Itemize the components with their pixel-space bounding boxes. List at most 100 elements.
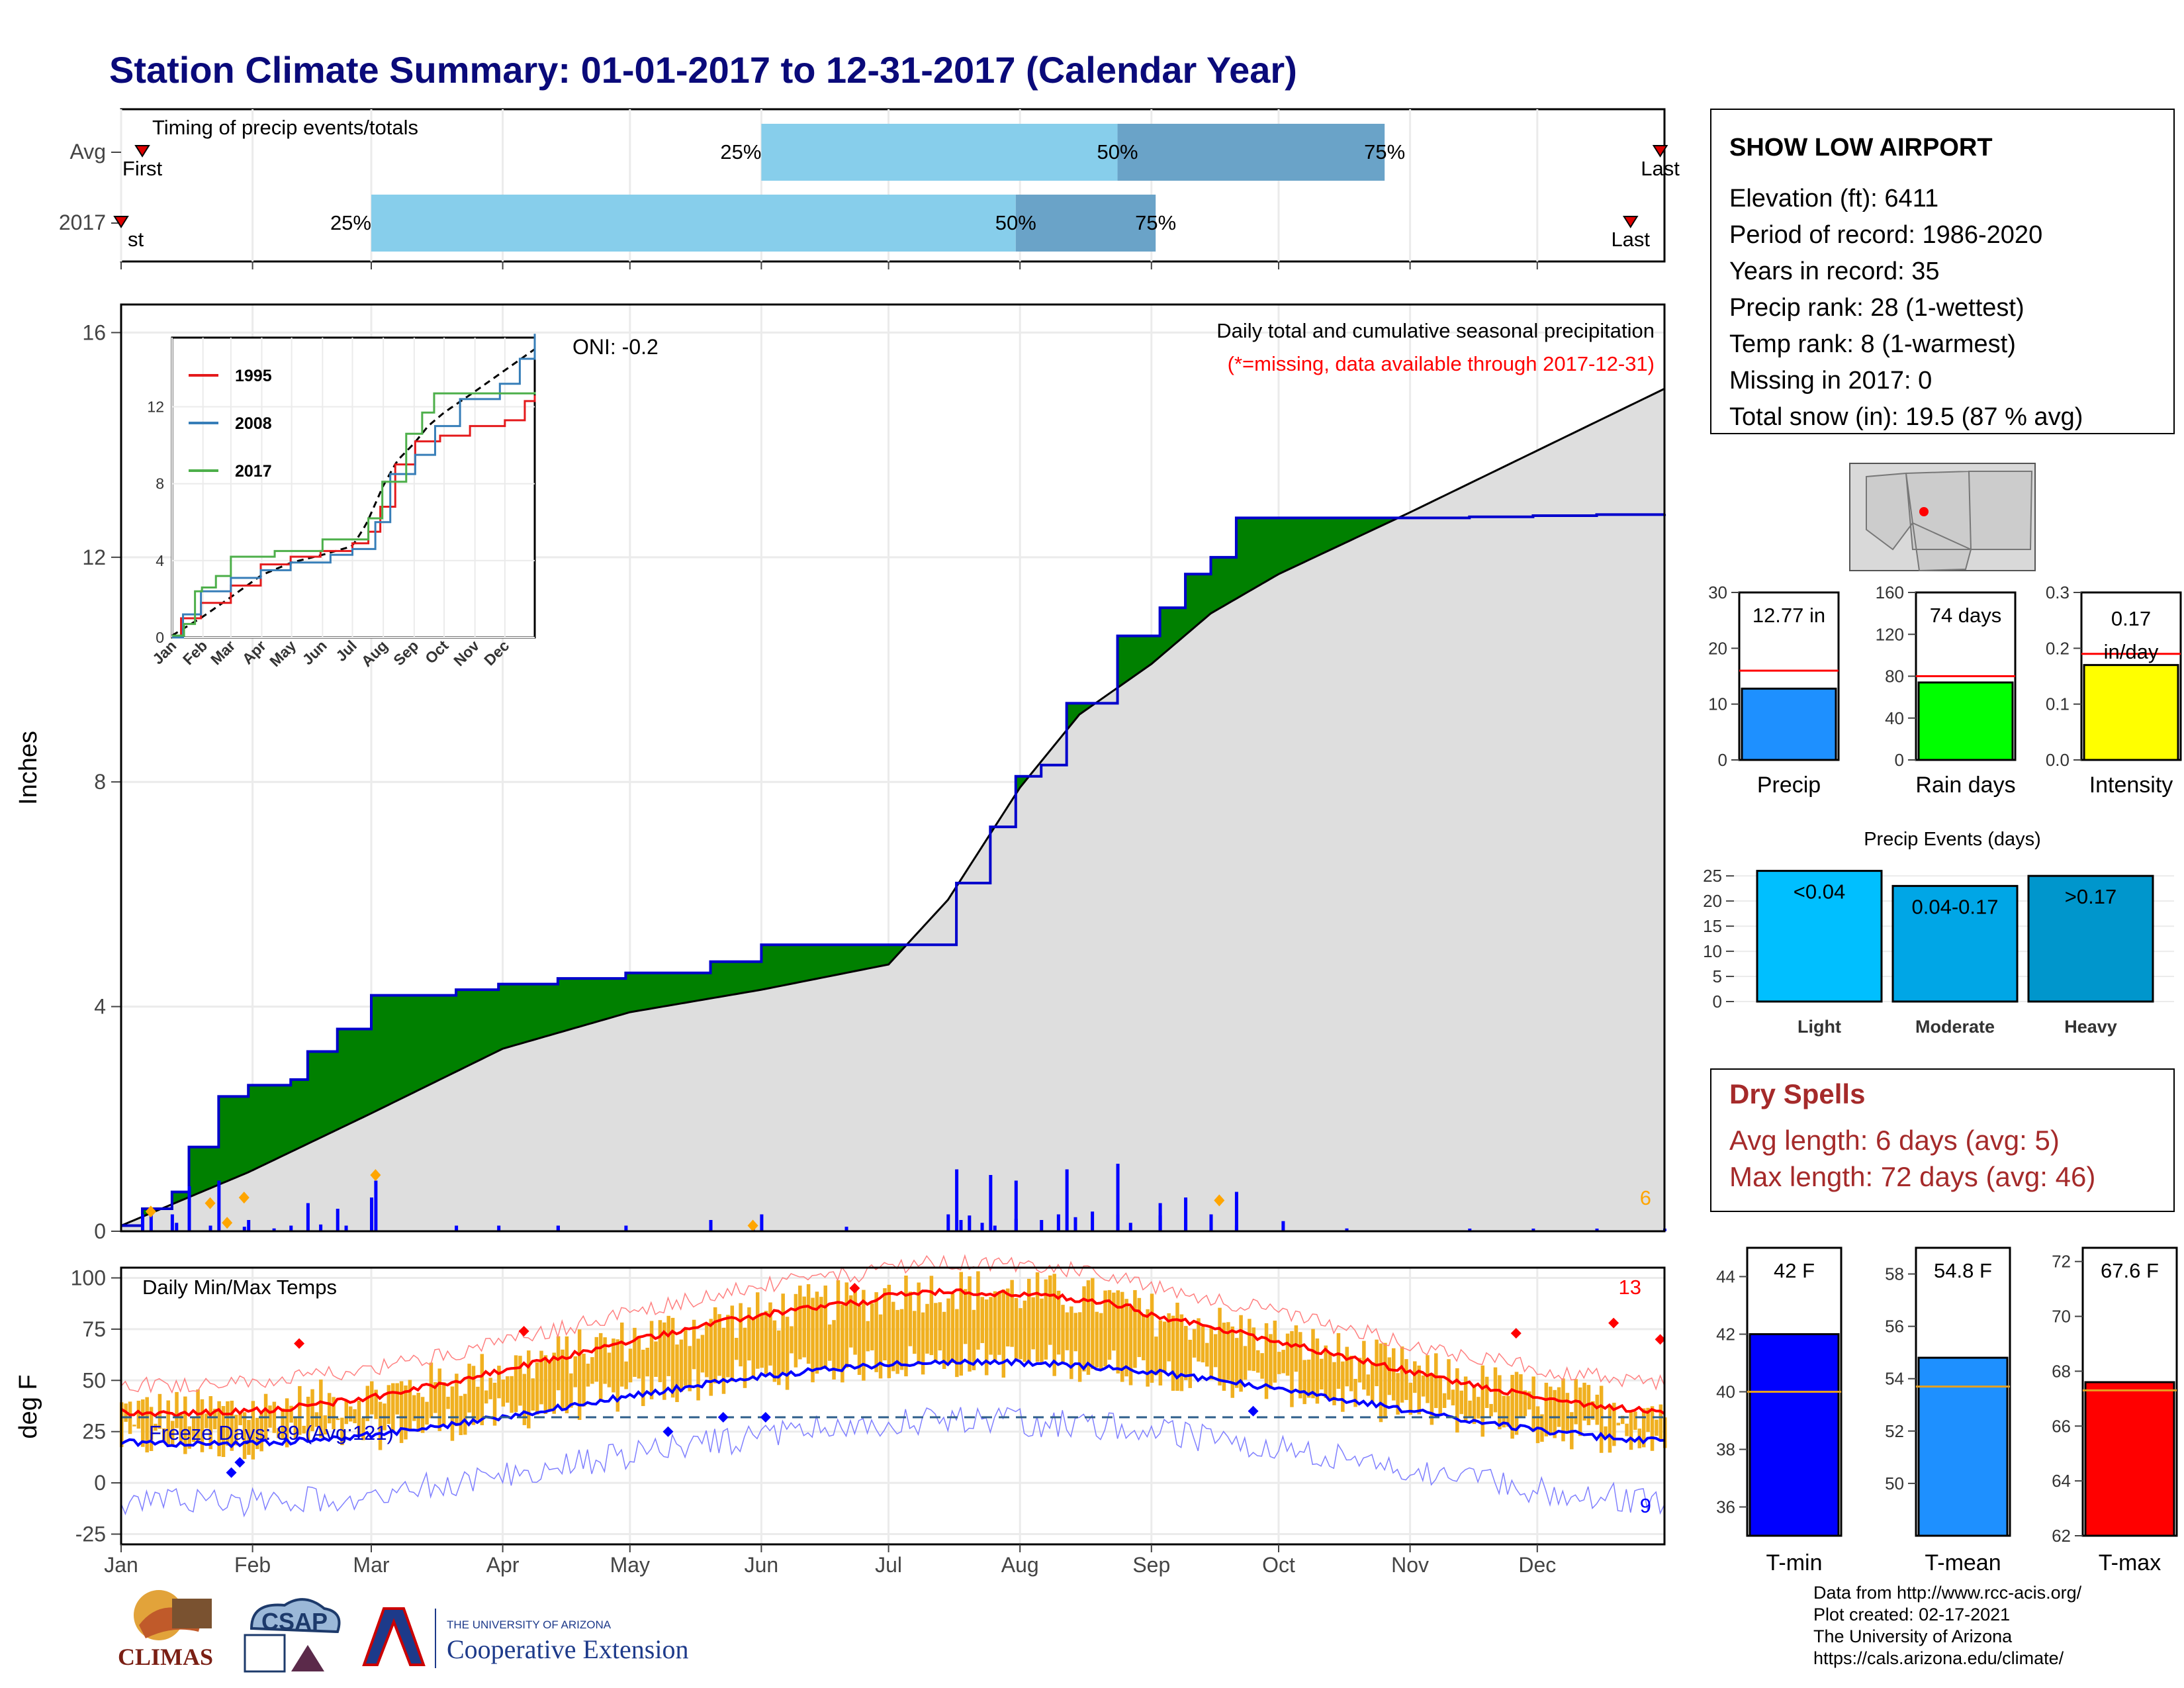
precip-panel-frame bbox=[120, 303, 1666, 1233]
daily-temp-bar bbox=[420, 1397, 425, 1433]
precip-events-tick-label: 25 bbox=[1703, 866, 1722, 886]
daily-temp-bar bbox=[1578, 1387, 1582, 1436]
daily-precip-bar bbox=[272, 1228, 276, 1231]
record-high-marker bbox=[518, 1325, 529, 1336]
temp-bar-tick-label: 66 bbox=[2052, 1416, 2071, 1436]
daily-precip-bar bbox=[989, 1175, 993, 1231]
daily-temp-bar bbox=[1633, 1411, 1637, 1430]
daily-temp-bar bbox=[819, 1297, 823, 1368]
daily-temp-bar bbox=[255, 1417, 259, 1450]
first-event-label: First bbox=[122, 157, 163, 180]
daily-temp-bar bbox=[823, 1286, 827, 1369]
daily-temp-bar bbox=[1375, 1339, 1379, 1387]
daily-temp-bar bbox=[1336, 1333, 1341, 1389]
daily-precip-bar bbox=[968, 1215, 972, 1231]
daily-temp-bar bbox=[569, 1373, 573, 1408]
daily-temp-bar bbox=[1625, 1423, 1629, 1436]
temp-bar-tick-label: 42 bbox=[1716, 1325, 1735, 1344]
record-high-marker bbox=[294, 1338, 305, 1349]
daily-temp-bar bbox=[836, 1280, 841, 1370]
daily-temp-bar bbox=[565, 1336, 569, 1413]
temp-summary-bar bbox=[2084, 1381, 2175, 1537]
daily-temp-bar bbox=[441, 1382, 446, 1425]
daily-temp-bar bbox=[1192, 1329, 1197, 1358]
daily-temp-bar bbox=[187, 1426, 192, 1449]
daily-temp-bar bbox=[1005, 1288, 1010, 1347]
daily-temp-bar bbox=[1095, 1311, 1099, 1368]
daily-temp-bar bbox=[866, 1321, 870, 1352]
record-low-marker bbox=[226, 1467, 237, 1478]
daily-temp-bar bbox=[1184, 1326, 1188, 1380]
daily-temp-bar bbox=[391, 1383, 395, 1431]
snow-marker bbox=[205, 1197, 216, 1209]
station-name: SHOW LOW AIRPORT bbox=[1729, 134, 1993, 162]
daily-temp-bar bbox=[1582, 1382, 1586, 1421]
first-event-marker bbox=[134, 145, 150, 158]
daily-precip-bar bbox=[175, 1223, 179, 1231]
daily-temp-bar bbox=[277, 1428, 281, 1438]
precip-event-range-label: >0.17 bbox=[2065, 885, 2116, 908]
daily-temp-bar bbox=[1620, 1415, 1625, 1425]
daily-temp-bar bbox=[1641, 1408, 1646, 1448]
daily-temp-bar bbox=[1128, 1306, 1133, 1385]
daily-temp-bar bbox=[154, 1423, 158, 1431]
daily-temp-bar bbox=[751, 1318, 756, 1377]
daily-temp-bar bbox=[1285, 1333, 1290, 1376]
daily-temp-bar bbox=[1099, 1313, 1103, 1370]
daily-temp-bar bbox=[658, 1320, 662, 1382]
last-event-marker bbox=[1622, 216, 1639, 228]
temp-bar-tick-label: 50 bbox=[1885, 1474, 1904, 1493]
precip-event-bar bbox=[2027, 874, 2154, 1003]
temp-bar-value-label: 42 F bbox=[1774, 1259, 1815, 1282]
oni-label: ONI: -0.2 bbox=[572, 335, 659, 359]
daily-temp-bar bbox=[162, 1428, 166, 1443]
daily-temp-bar bbox=[212, 1409, 217, 1430]
average-cumulative-area bbox=[121, 389, 1664, 1231]
daily-temp-bar bbox=[1527, 1391, 1531, 1410]
daily-temp-bar bbox=[1027, 1278, 1031, 1362]
mini-bar-value-label: in/day bbox=[2104, 640, 2159, 663]
daily-temp-bar bbox=[1251, 1327, 1256, 1372]
csap-logo: CSAP bbox=[232, 1589, 351, 1681]
daily-temp-bar bbox=[1112, 1292, 1116, 1351]
daily-temp-bar bbox=[942, 1311, 946, 1369]
daily-temp-bar bbox=[450, 1386, 455, 1441]
daily-temp-bar bbox=[514, 1355, 518, 1413]
daily-temp-bar bbox=[1281, 1350, 1285, 1374]
daily-temp-bar bbox=[1531, 1376, 1535, 1432]
daily-temp-bar bbox=[1315, 1338, 1320, 1404]
first-event-label: st bbox=[128, 228, 144, 251]
daily-temp-bar bbox=[302, 1425, 306, 1434]
daily-temp-bar bbox=[1608, 1405, 1612, 1453]
snow-marker bbox=[1214, 1194, 1225, 1207]
daily-temp-bar bbox=[480, 1354, 484, 1426]
daily-temp-bar bbox=[1141, 1314, 1146, 1360]
daily-temp-bar bbox=[645, 1348, 649, 1377]
record-low-marker bbox=[1248, 1405, 1259, 1417]
timing-label: Timing of precip events/totals bbox=[152, 116, 418, 139]
temp-bar-tick-label: 70 bbox=[2052, 1307, 2071, 1327]
mini-bar-tick-label: 80 bbox=[1885, 667, 1904, 686]
daily-temp-bar bbox=[412, 1395, 416, 1421]
precip-event-range-label: <0.04 bbox=[1794, 880, 1845, 904]
daily-temp-bar bbox=[272, 1401, 277, 1433]
daily-temp-bar bbox=[654, 1341, 658, 1378]
daily-temp-bar bbox=[1535, 1406, 1540, 1444]
daily-temp-bar bbox=[1044, 1279, 1048, 1360]
daily-temp-bar bbox=[607, 1352, 612, 1387]
inset-legend-label: 1995 bbox=[235, 367, 272, 385]
daily-temp-bar bbox=[247, 1420, 251, 1455]
mini-bar-tick-label: 30 bbox=[1708, 583, 1727, 602]
daily-temp-bar bbox=[811, 1297, 815, 1383]
daily-temp-bar bbox=[577, 1329, 582, 1421]
daily-temp-bar bbox=[692, 1319, 696, 1370]
daily-temp-bar bbox=[950, 1293, 955, 1363]
inset-legend-label: 2008 bbox=[235, 414, 272, 433]
daily-temp-bar bbox=[145, 1397, 149, 1453]
daily-temp-bar bbox=[323, 1415, 328, 1435]
daily-temp-bar bbox=[768, 1302, 772, 1366]
last-event-marker bbox=[1652, 145, 1668, 158]
month-label: Jan bbox=[104, 1553, 138, 1577]
daily-temp-bar bbox=[1357, 1358, 1362, 1383]
ua-logo-big-text: Cooperative Extension bbox=[447, 1634, 688, 1664]
